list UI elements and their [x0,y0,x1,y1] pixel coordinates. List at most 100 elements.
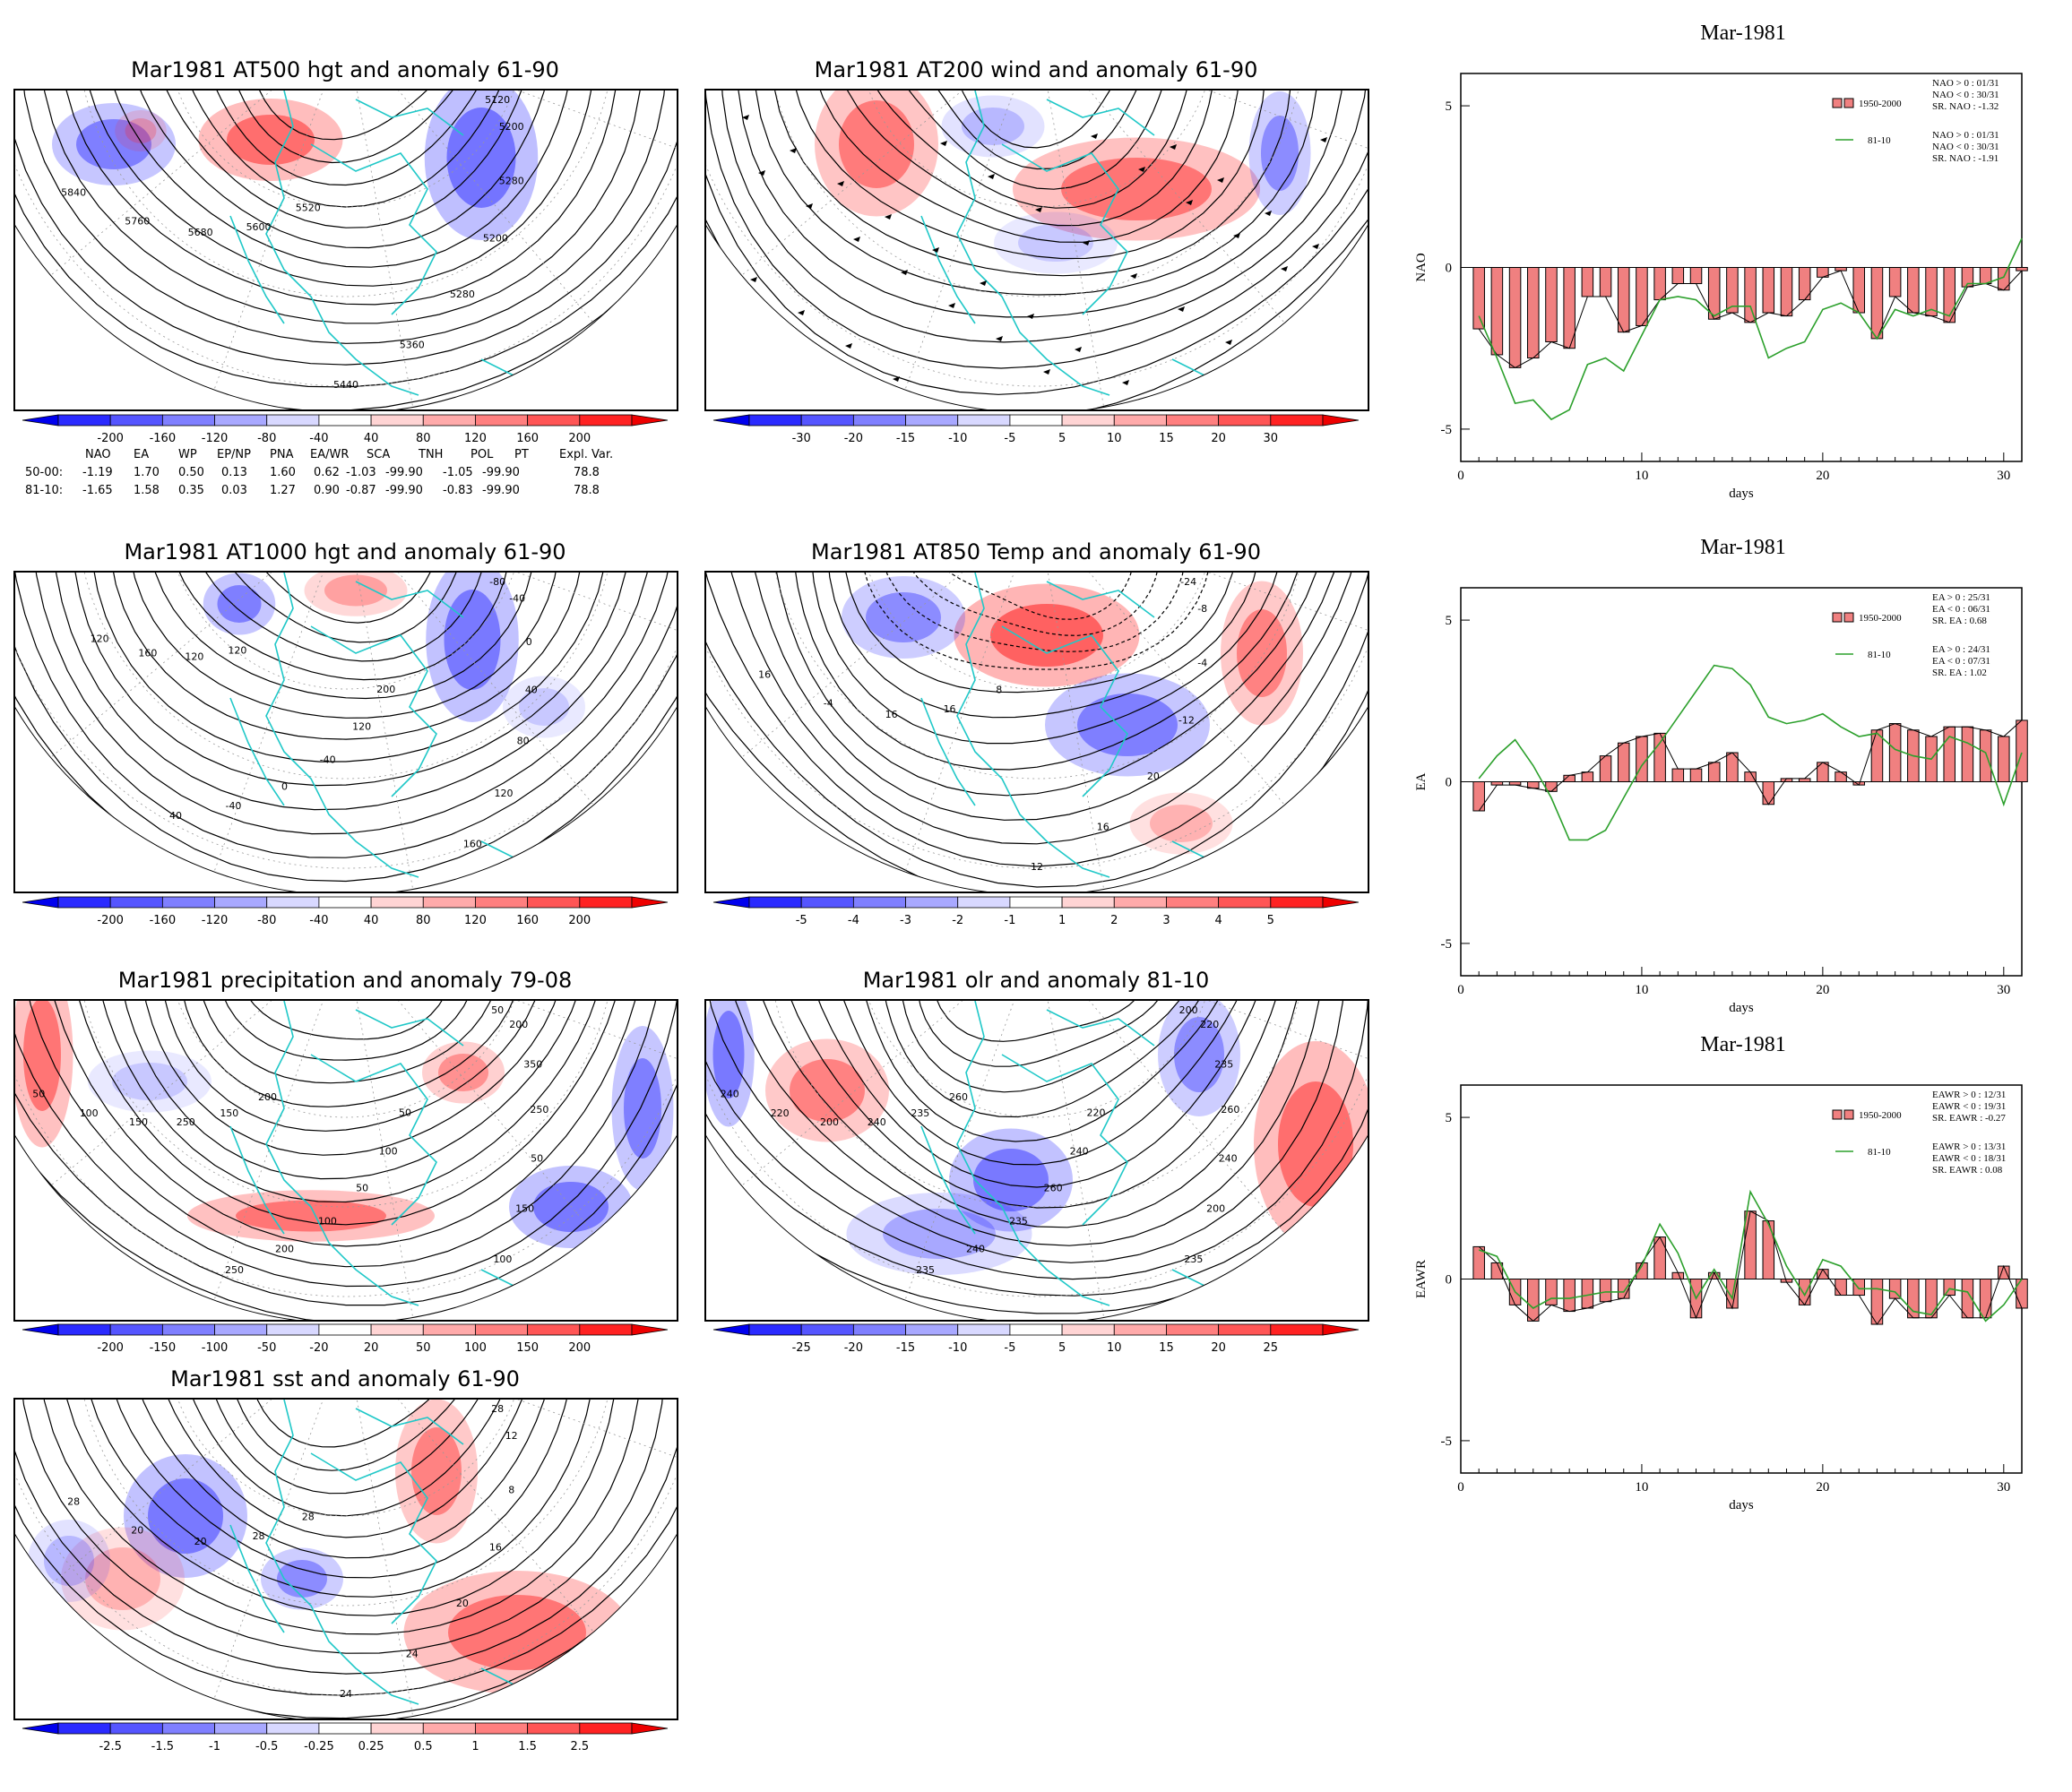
wind-arrow [1186,200,1193,205]
bar [1490,267,1504,356]
colorbar-swatch [852,896,906,909]
colorbar-tick-label: -5 [1004,432,1015,445]
wind-arrow [1265,211,1272,216]
contour-label: 12 [505,1430,518,1442]
contour-label: 5120 [485,94,510,106]
meridian-line [1036,90,1109,409]
colorbar-swatch [161,1323,215,1336]
colorbar-swatch [57,414,111,426]
contour-line [789,90,1266,260]
anomaly-shade [842,576,965,659]
anomaly-shade [962,108,1024,145]
colorbar-tick-label: -20 [309,1341,328,1355]
contour-label: 0 [281,781,288,793]
contour-label: 0 [526,636,532,648]
colorbar-tick-label: -100 [202,1341,229,1355]
coastline [229,573,554,878]
legend-bar-swatch [1832,1109,1843,1120]
anomaly-shade [1174,1017,1224,1092]
bar [1744,267,1757,323]
colorbar-swatch [109,414,163,426]
wind-arrow [1273,373,1280,378]
colorbar-swatch [957,896,1011,909]
anomaly-shade [1278,1081,1353,1207]
contour-label: 5520 [296,202,321,214]
contour-line [215,1001,479,1061]
contour-line [706,1001,1368,1314]
y-tick-label: 0 [1446,1273,1453,1288]
colorbar-swatch [214,1323,268,1336]
meridian-line [1036,1001,1109,1320]
colorbar-tick-label: -20 [844,432,863,445]
x-axis-label: days [1729,1498,1754,1512]
contour-line [15,90,677,366]
wind-arrow [750,277,757,282]
wind-arrow [893,376,900,382]
contour-line [38,1400,642,1635]
map-plot: -80 -40 0 40 80 120 160 200 120 -40 0 -40 40 120 120 16… [13,571,678,893]
x-tick-label: 0 [1457,469,1464,483]
colorbar-tick-label: -120 [202,914,229,927]
contour-label: 240 [966,1243,985,1254]
anomaly-shade [1018,224,1093,262]
colorbar: -30 -20 -15 -10 -5 5 10 15 20 30 [712,414,1360,445]
wind-arrow [1035,207,1042,212]
colorbar-tick-label: 0.5 [414,1740,433,1753]
colorbar-swatch [109,1323,163,1336]
contour-line [706,573,1368,892]
x-tick-label: 10 [1635,1480,1648,1495]
contour-line [826,1001,1258,1166]
col-header: PNA [270,448,294,461]
contour-line [773,1001,1291,1209]
contour-label: 28 [491,1403,504,1415]
wind-arrow [1320,137,1327,142]
colorbar-swatch [800,1323,854,1336]
colorbar-swatch [579,896,633,909]
colorbar: -2.5 -1.5 -1 -0.5 -0.25 0.25 0.5 1 1.5 2.5 [22,1722,669,1753]
colorbar-swatch [318,896,372,909]
anomaly-shade [61,1527,185,1631]
colorbar-tick-label: -160 [150,914,177,927]
bar [1707,762,1721,783]
contour-line [706,90,1368,395]
wind-arrow [901,270,908,275]
contour-label: 200 [376,684,395,695]
map-plot: -24 -8 -4 -12 20 16 12 8 16 16 -4 16 [704,571,1369,893]
contour-label: 50 [356,1182,368,1193]
anomaly-shade [1221,581,1303,726]
colorbar-swatch [57,1323,111,1336]
colorbar-swatch [370,1722,424,1735]
anomaly-shade [44,1536,94,1586]
colorbar-tick-label: 200 [568,914,591,927]
contour-label: -8 [1197,603,1207,615]
contour-line [877,90,1180,190]
colorbar-swatch [1113,414,1167,426]
wind-arrow [1281,266,1288,271]
wind-arrow [1178,306,1185,312]
colorbar-swatch [266,1323,320,1336]
wind-arrow [837,181,844,186]
colorbar-tick-label: -3 [900,914,911,927]
colorbar-tick-label: -1 [1004,914,1015,927]
colorbar-swatch [1270,414,1324,426]
colorbar-swatch [161,896,215,909]
col-header: NAO [85,448,111,461]
colorbar-swatch [905,414,959,426]
colorbar-swatch [266,896,320,909]
bar [1943,726,1955,783]
table-cell: -99.90 [385,466,423,479]
map-plot [704,89,1369,411]
wind-arrow [1225,340,1232,345]
legend-stat: NAO > 0 : 01/31 [1932,130,1999,141]
bar [1490,781,1504,786]
colorbar-tick-label: -4 [848,914,859,927]
row-label: 81-10: [25,484,64,497]
map-title: Mar1981 AT500 hgt and anomaly 61-90 [131,57,559,82]
bar [1563,1279,1576,1313]
wind-arrow [1075,347,1082,352]
table-cell: 1.27 [270,484,296,497]
map-plot: 50 200 350 250 50 150 100 50 100 50 100 200 250 200 15… [13,999,678,1322]
colorbar-tick-label: -120 [202,432,229,445]
colorbar-arrow-right [1322,1323,1360,1336]
colorbar-arrow-right [1322,414,1360,426]
